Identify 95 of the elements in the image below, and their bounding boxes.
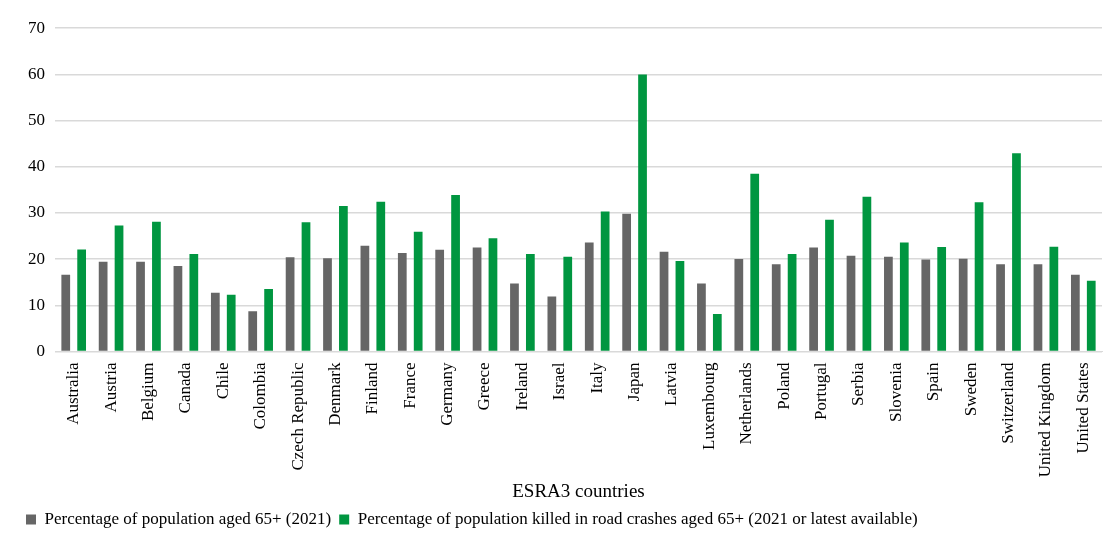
y-tick-label: 10: [28, 294, 45, 314]
y-tick-label: 70: [28, 17, 45, 37]
y-tick-label: 40: [28, 156, 45, 176]
bar: [1012, 153, 1021, 351]
bar: [996, 264, 1005, 351]
legend-label: Percentage of population aged 65+ (2021): [44, 508, 332, 528]
bar: [809, 247, 818, 351]
bar: [301, 222, 311, 351]
bar: [563, 256, 573, 351]
bar: [825, 219, 834, 351]
bar: [1033, 264, 1043, 351]
bar: [659, 251, 669, 351]
bar: [899, 242, 909, 351]
x-tick-label: Colombia: [250, 362, 270, 430]
bar: [114, 225, 124, 351]
bar: [675, 260, 685, 351]
x-tick-label: Italy: [586, 361, 606, 394]
y-tick-label: 20: [28, 248, 45, 268]
bar: [510, 283, 519, 351]
bar: [1086, 280, 1096, 351]
bar: [584, 242, 594, 351]
x-tick-label: Netherlands: [736, 362, 756, 445]
bar: [622, 213, 632, 351]
bar: [226, 294, 236, 351]
x-tick-label: Israel: [549, 362, 569, 401]
bar: [958, 258, 968, 351]
bar: [397, 253, 407, 351]
x-tick-label: Serbia: [848, 362, 868, 406]
bar: [884, 256, 893, 351]
bar: [638, 74, 647, 351]
bar: [1049, 246, 1059, 351]
bar: [846, 255, 856, 351]
bar: [376, 201, 386, 351]
x-tick-label: Chile: [212, 362, 232, 400]
bar: [173, 266, 183, 351]
x-tick-label: Czech Republic: [287, 362, 307, 471]
bar: [600, 211, 610, 351]
x-tick-label: Switzerland: [997, 361, 1017, 444]
bar: [712, 314, 722, 351]
bar: [921, 259, 931, 351]
x-tick-label: Greece: [474, 362, 494, 411]
bar: [974, 202, 984, 351]
bar: [472, 247, 482, 351]
bar: [451, 194, 460, 351]
bar: [248, 311, 258, 351]
y-tick-label: 50: [28, 110, 45, 130]
x-tick-label: Portugal: [811, 362, 831, 421]
x-tick-label: Belgium: [137, 362, 157, 422]
bar: [547, 296, 557, 351]
bar: [136, 261, 145, 351]
bar: [771, 264, 781, 351]
bar: [1070, 274, 1080, 351]
bar: [413, 231, 423, 351]
x-axis-title: ESRA3 countries: [512, 479, 645, 501]
x-tick-label: Australia: [63, 362, 83, 425]
bar: [734, 259, 744, 351]
bar: [488, 238, 498, 351]
bar: [264, 289, 273, 351]
x-tick-label: Canada: [175, 362, 195, 414]
bar: [525, 254, 535, 351]
bar: [61, 274, 71, 351]
y-tick-label: 60: [28, 63, 45, 83]
bar: [77, 249, 87, 351]
bar: [189, 254, 199, 351]
x-tick-label: Luxembourg: [698, 361, 718, 450]
bar: [323, 258, 332, 351]
x-tick-label: Slovenia: [885, 362, 905, 422]
bar: [98, 261, 108, 351]
x-tick-label: Ireland: [511, 361, 531, 411]
x-tick-label: Spain: [923, 361, 943, 402]
bar: [435, 249, 445, 351]
x-tick-label: Poland: [773, 361, 793, 410]
x-tick-label: Finland: [362, 361, 382, 415]
x-tick-label: Germany: [437, 361, 457, 426]
bar: [339, 205, 348, 351]
y-tick-label: 30: [28, 202, 45, 222]
bar: [937, 247, 947, 351]
legend-label: Percentage of population killed in road crashes aged 65+ (2021 or latest available): [357, 508, 918, 528]
bar: [210, 292, 220, 351]
bar: [360, 245, 370, 351]
x-tick-label: France: [399, 362, 419, 409]
x-tick-label: United States: [1072, 362, 1092, 454]
bar: [152, 221, 161, 351]
x-tick-label: Japan: [624, 361, 644, 402]
bar: [285, 257, 295, 351]
x-tick-label: Denmark: [324, 361, 344, 426]
bar: [697, 283, 706, 351]
x-tick-label: Latvia: [661, 362, 681, 406]
bar: [787, 254, 797, 351]
bar: [750, 173, 760, 351]
x-tick-label: Austria: [100, 362, 120, 413]
bar: [862, 196, 872, 351]
x-tick-label: Sweden: [960, 361, 980, 417]
x-tick-label: United Kingdom: [1035, 362, 1055, 478]
y-tick-label: 0: [36, 340, 45, 360]
